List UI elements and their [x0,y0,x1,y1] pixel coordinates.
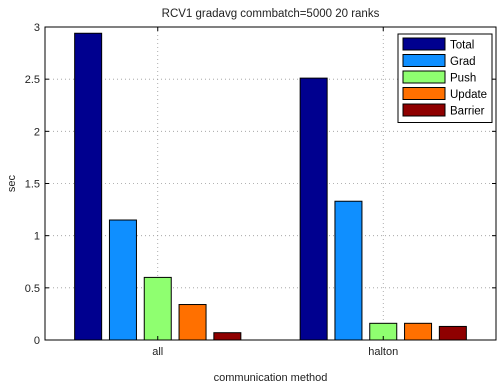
legend-swatch-barrier [402,103,446,117]
bar-grad-halton [334,200,363,341]
bar-barrier-halton [438,325,467,341]
legend-label-push: Push [450,73,476,85]
y-tick-label: 1 [34,231,40,243]
y-axis-label: sec [6,174,18,192]
legend: Total Grad Push Update Barrier [397,33,493,123]
bar-barrier-all [213,332,242,341]
legend-label-total: Total [450,40,474,52]
legend-swatch-update [402,87,446,100]
legend-label-barrier: Barrier [450,106,485,118]
y-tick-label: 1.5 [25,179,40,191]
x-axis-label: communication method [214,372,328,384]
legend-label-grad: Grad [450,56,476,68]
axis-ticks: 0 0.5 1 1.5 2 2.5 3 all halton [25,22,496,358]
bars [74,32,467,341]
y-tick-label: 0 [34,335,40,347]
bar-total-all [74,32,103,341]
x-tick-label: halton [368,346,398,358]
bar-update-all [178,304,207,341]
legend-swatch-grad [402,54,446,67]
y-tick-label: 2 [34,126,40,138]
legend-swatch-push [402,70,446,84]
y-tick-label: 0.5 [25,283,40,295]
bar-push-all [143,276,172,341]
bar-update-halton [404,322,433,341]
bar-total-halton [299,77,328,341]
x-tick-label: all [152,346,163,358]
legend-swatch-total [402,37,446,51]
bar-grad-all [108,219,137,341]
y-tick-label: 3 [34,22,40,34]
chart-title: RCV1 gradavg commbatch=5000 20 ranks [162,8,380,20]
y-tick-label: 2.5 [25,74,40,86]
legend-label-update: Update [450,89,487,101]
